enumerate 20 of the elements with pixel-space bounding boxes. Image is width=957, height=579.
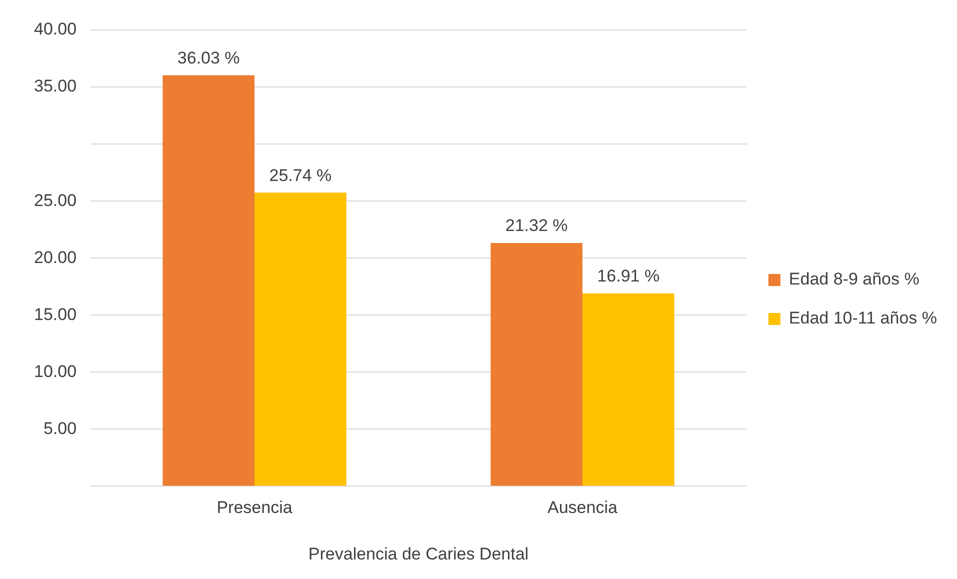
y-tick-label: 15.00 xyxy=(34,304,77,324)
data-label: 21.32 % xyxy=(505,216,568,236)
y-tick-label: 40.00 xyxy=(34,20,77,39)
data-label: 16.91 % xyxy=(597,266,660,286)
legend-label: Edad 8-9 años % xyxy=(788,270,920,289)
y-tick-label: 5.00 xyxy=(43,418,77,438)
data-label: 25.74 % xyxy=(269,166,332,185)
x-tick-label: Presencia xyxy=(216,498,293,518)
bar xyxy=(490,243,582,486)
y-tick-label: 25.00 xyxy=(34,190,77,210)
bar xyxy=(254,192,346,486)
legend-label: Edad 10-11 años % xyxy=(788,308,938,328)
x-tick-label: Ausencia xyxy=(547,498,618,518)
y-tick-label: 10.00 xyxy=(34,362,77,381)
y-tick-label: 20.00 xyxy=(34,248,77,267)
y-tick-label: 35.00 xyxy=(34,76,77,96)
data-label: 36.03 % xyxy=(177,48,240,68)
bar xyxy=(162,75,255,486)
x-axis-title: Prevalencia de Caries Dental xyxy=(308,544,529,564)
bar xyxy=(582,293,674,486)
